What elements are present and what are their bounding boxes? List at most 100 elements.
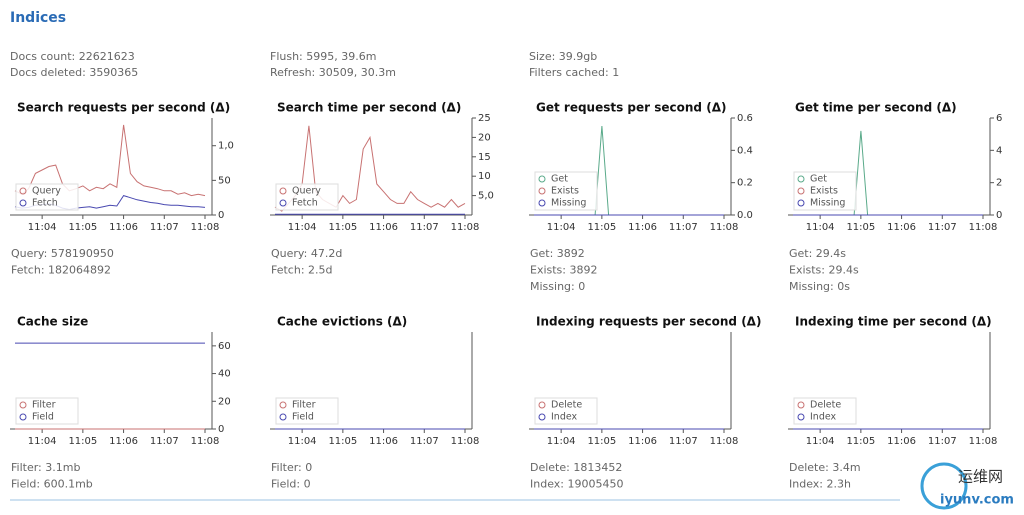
x-tick-label: 11:08: [451, 222, 480, 233]
legend-marker: [538, 413, 546, 421]
y-tick-label: 60: [218, 341, 231, 352]
legend-label: Exists: [551, 186, 579, 197]
y-tick-label: 5,0: [478, 191, 494, 202]
y-tick-label: 10: [478, 171, 491, 182]
legend-marker: [538, 175, 546, 183]
stat: Refresh: 30509, 30.3m: [270, 66, 396, 79]
stat: Docs count: 22621623: [10, 50, 135, 63]
watermark-logo: [920, 462, 968, 510]
x-tick-label: 11:07: [410, 222, 439, 233]
watermark: 运维网: [958, 468, 1003, 486]
legend-marker: [279, 401, 287, 409]
legend-label: Index: [551, 412, 578, 423]
legend-box: [275, 397, 339, 425]
chart-stat: Get: 3892: [530, 247, 585, 260]
chart-title: Indexing time per second (Δ): [795, 315, 992, 329]
x-tick-label: 11:05: [846, 222, 875, 233]
legend-label: Index: [810, 412, 837, 423]
x-tick-label: 11:08: [969, 222, 998, 233]
chart-stat: Fetch: 182064892: [11, 264, 111, 277]
x-tick-label: 11:04: [28, 436, 57, 447]
y-tick-label: 25: [478, 113, 491, 124]
x-tick-label: 11:06: [887, 222, 916, 233]
y-tick-label: 0.4: [737, 145, 753, 156]
legend-marker: [538, 199, 546, 207]
chart-stat: Fetch: 2.5d: [271, 264, 333, 277]
x-tick-label: 11:05: [328, 222, 357, 233]
legend-marker: [797, 187, 805, 195]
chart-stat: Field: 600.1mb: [11, 478, 93, 491]
stat: Flush: 5995, 39.6m: [270, 50, 376, 63]
y-tick-label: 0: [996, 210, 1002, 221]
chart-title: Cache evictions (Δ): [277, 315, 407, 329]
x-tick-label: 11:04: [806, 436, 835, 447]
y-tick-label: 6: [996, 113, 1002, 124]
watermark: iyunv.com: [940, 493, 1014, 508]
x-tick-label: 11:04: [547, 436, 576, 447]
stat: Docs deleted: 3590365: [10, 66, 138, 79]
chart-stat: Query: 47.2d: [271, 247, 342, 260]
legend-label: Get: [810, 174, 827, 185]
y-tick-label: 2: [996, 178, 1002, 189]
chart-title: Search requests per second (Δ): [17, 101, 230, 115]
legend-box: [793, 397, 857, 425]
x-tick-label: 11:08: [969, 436, 998, 447]
series-line: [14, 124, 206, 197]
legend-marker: [797, 413, 805, 421]
stat: Filters cached: 1: [529, 66, 619, 79]
x-tick-label: 11:04: [806, 222, 835, 233]
legend-marker: [279, 413, 287, 421]
y-tick-label: 4: [996, 145, 1002, 156]
series-line: [274, 125, 466, 212]
legend-label: Query: [32, 186, 61, 197]
legend-marker: [279, 187, 287, 195]
legend-label: Delete: [551, 400, 582, 411]
legend-marker: [19, 187, 27, 195]
x-tick-label: 11:07: [150, 436, 179, 447]
x-tick-label: 11:06: [109, 222, 138, 233]
legend-box: [275, 183, 339, 211]
y-tick-label: 50: [218, 175, 231, 186]
y-tick-label: 0: [218, 424, 224, 435]
x-tick-label: 11:05: [587, 436, 616, 447]
x-tick-label: 11:06: [109, 436, 138, 447]
chart-title: Indexing requests per second (Δ): [536, 315, 761, 329]
x-tick-label: 11:04: [28, 222, 57, 233]
x-tick-label: 11:08: [710, 436, 739, 447]
x-tick-label: 11:05: [68, 222, 97, 233]
legend-box: [15, 183, 79, 211]
x-tick-label: 11:06: [369, 436, 398, 447]
x-tick-label: 11:05: [68, 436, 97, 447]
legend-label: Get: [551, 174, 568, 185]
legend-marker: [538, 187, 546, 195]
x-tick-label: 11:07: [669, 222, 698, 233]
x-tick-label: 11:08: [451, 436, 480, 447]
legend-label: Missing: [810, 198, 845, 209]
legend-box: [534, 397, 598, 425]
chart-title: Cache size: [17, 315, 88, 329]
legend-marker: [797, 199, 805, 207]
chart-title: Get requests per second (Δ): [536, 101, 726, 115]
legend-marker: [19, 401, 27, 409]
x-tick-label: 11:07: [150, 222, 179, 233]
x-tick-label: 11:07: [669, 436, 698, 447]
legend-label: Fetch: [292, 198, 318, 209]
x-tick-label: 11:05: [328, 436, 357, 447]
chart-title: Search time per second (Δ): [277, 101, 461, 115]
x-tick-label: 11:06: [628, 222, 657, 233]
y-tick-label: 1,0: [218, 141, 234, 152]
y-tick-label: 0.6: [737, 113, 753, 124]
legend-label: Query: [292, 186, 321, 197]
x-tick-label: 11:08: [191, 436, 220, 447]
chart-stat: Filter: 3.1mb: [11, 461, 80, 474]
chart-stat: Filter: 0: [271, 461, 312, 474]
legend-marker: [279, 199, 287, 207]
legend-label: Filter: [292, 400, 316, 411]
legend-marker: [19, 413, 27, 421]
x-tick-label: 11:04: [288, 222, 317, 233]
chart-stat: Exists: 3892: [530, 264, 598, 277]
chart-stat: Index: 2.3h: [789, 478, 851, 491]
legend-box: [15, 397, 79, 425]
legend-marker: [797, 401, 805, 409]
